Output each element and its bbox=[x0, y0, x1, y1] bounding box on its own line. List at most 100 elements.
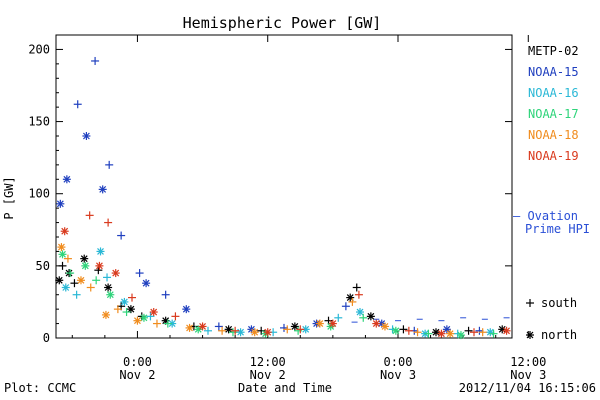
noaa-18-point bbox=[380, 322, 389, 331]
noaa-18-point bbox=[76, 276, 85, 285]
noaa-15-point bbox=[98, 185, 107, 194]
y-tick-label: 0 bbox=[43, 331, 50, 345]
y-tick-label: 100 bbox=[28, 187, 50, 201]
metp-02-point bbox=[324, 316, 333, 325]
metp-02-point bbox=[58, 261, 67, 270]
noaa-15-point bbox=[135, 269, 144, 278]
plot-frame bbox=[55, 34, 513, 339]
noaa-17-point bbox=[456, 331, 465, 340]
noaa-17-point bbox=[81, 261, 90, 270]
footer-credit: Plot: CCMC bbox=[4, 381, 76, 395]
noaa-19-point bbox=[263, 328, 272, 337]
metp-02-point bbox=[366, 312, 375, 321]
noaa-16-point bbox=[204, 326, 212, 335]
noaa-19-point bbox=[404, 326, 413, 335]
noaa-15-point bbox=[341, 302, 350, 311]
noaa-17-point bbox=[139, 313, 148, 322]
noaa-15-point bbox=[214, 322, 223, 331]
noaa-16-point bbox=[120, 297, 129, 306]
legend-entry: NOAA-16 bbox=[528, 86, 579, 100]
noaa-18-point bbox=[413, 328, 422, 337]
noaa-16-point bbox=[72, 290, 81, 299]
noaa-17-point bbox=[163, 319, 172, 328]
noaa-15-point bbox=[62, 175, 71, 184]
model-legend-line2: Prime HPI bbox=[525, 222, 590, 236]
metp-02-point bbox=[224, 325, 233, 334]
x-tick-time-label: 12:00 bbox=[250, 355, 286, 369]
noaa-16-point bbox=[96, 247, 105, 256]
noaa-16-point bbox=[146, 312, 155, 321]
metp-02-point bbox=[126, 305, 135, 314]
legend-entry: NOAA-18 bbox=[528, 128, 579, 142]
marker-legend-symbol bbox=[526, 299, 534, 307]
footer-timestamp: 2012/11/04 16:15:06 bbox=[459, 381, 596, 395]
noaa-19-point bbox=[95, 261, 104, 270]
x-tick-date-label: Nov 3 bbox=[510, 368, 546, 382]
x-tick-time-label: 0:00 bbox=[123, 355, 152, 369]
noaa-19-point bbox=[171, 312, 180, 321]
noaa-19-point bbox=[128, 293, 136, 302]
noaa-15-point bbox=[73, 100, 82, 109]
metp-02-point bbox=[290, 322, 299, 331]
x-tick-date-label: Nov 2 bbox=[119, 368, 155, 382]
noaa-15-point bbox=[105, 160, 114, 169]
noaa-18-point bbox=[113, 305, 122, 314]
x-axis-label: Date and Time bbox=[238, 381, 332, 395]
y-tick-label: 200 bbox=[28, 42, 50, 56]
noaa-17-point bbox=[92, 276, 101, 285]
noaa-18-point bbox=[133, 316, 142, 325]
noaa-19-point bbox=[502, 326, 511, 335]
noaa-16-point bbox=[61, 283, 70, 292]
noaa-18-point bbox=[86, 283, 95, 292]
noaa-18-point bbox=[63, 254, 72, 263]
noaa-19-point bbox=[296, 325, 305, 334]
metp-02-point bbox=[80, 254, 89, 263]
noaa-18-point bbox=[250, 328, 259, 337]
marker-legend: south north bbox=[526, 296, 577, 342]
x-tick-time-label: 12:00 bbox=[510, 355, 546, 369]
legend-entry: NOAA-17 bbox=[528, 107, 579, 121]
noaa-19-point bbox=[372, 319, 381, 328]
noaa-15-point bbox=[182, 305, 191, 314]
y-tick-label: 150 bbox=[28, 115, 50, 129]
noaa-18-point bbox=[218, 326, 227, 335]
noaa-17-point bbox=[66, 269, 75, 278]
marker-legend-label: south bbox=[541, 296, 577, 310]
noaa-18-point bbox=[185, 323, 194, 332]
noaa-19-point bbox=[231, 326, 240, 335]
metp-02-point bbox=[432, 328, 440, 337]
noaa-18-point bbox=[57, 243, 66, 252]
legend: METP-02 NOAA-15 NOAA-16 NOAA-17 NOAA-18 NOAA-… bbox=[528, 44, 579, 163]
noaa-18-point bbox=[446, 329, 455, 338]
noaa-15-point bbox=[117, 231, 126, 240]
noaa-17-point bbox=[122, 308, 131, 317]
x-tick-date-label: Nov 3 bbox=[380, 368, 416, 382]
noaa-15-point bbox=[82, 132, 91, 140]
satellite-data-points bbox=[55, 56, 511, 340]
noaa-18-point bbox=[152, 319, 161, 328]
noaa-17-point bbox=[359, 313, 368, 322]
noaa-19-point bbox=[85, 211, 94, 220]
y-axis-ticks: 0 50 100 150 200 bbox=[28, 42, 512, 345]
noaa-16-point bbox=[168, 319, 177, 328]
legend-entry: NOAA-15 bbox=[528, 65, 579, 79]
noaa-18-point bbox=[478, 328, 487, 337]
noaa-19-point bbox=[470, 328, 478, 337]
noaa-17-point bbox=[58, 250, 67, 259]
noaa-19-point bbox=[354, 290, 363, 299]
marker-legend-label: north bbox=[541, 328, 577, 342]
metp-02-point bbox=[346, 293, 355, 302]
noaa-17-point bbox=[424, 329, 433, 338]
noaa-17-point bbox=[106, 290, 115, 299]
noaa-15-point bbox=[91, 56, 100, 65]
noaa-19-point bbox=[198, 322, 207, 331]
noaa-16-point bbox=[356, 308, 364, 317]
noaa-19-point bbox=[149, 308, 158, 317]
chart-title: Hemispheric Power [GW] bbox=[183, 14, 382, 32]
noaa-17-point bbox=[391, 326, 400, 335]
metp-02-point bbox=[257, 326, 266, 335]
model-legend-line1: — Ovation bbox=[513, 209, 578, 223]
noaa-19-point bbox=[111, 269, 120, 278]
noaa-16-point bbox=[103, 273, 112, 282]
y-axis-label: P [GW] bbox=[2, 176, 16, 219]
